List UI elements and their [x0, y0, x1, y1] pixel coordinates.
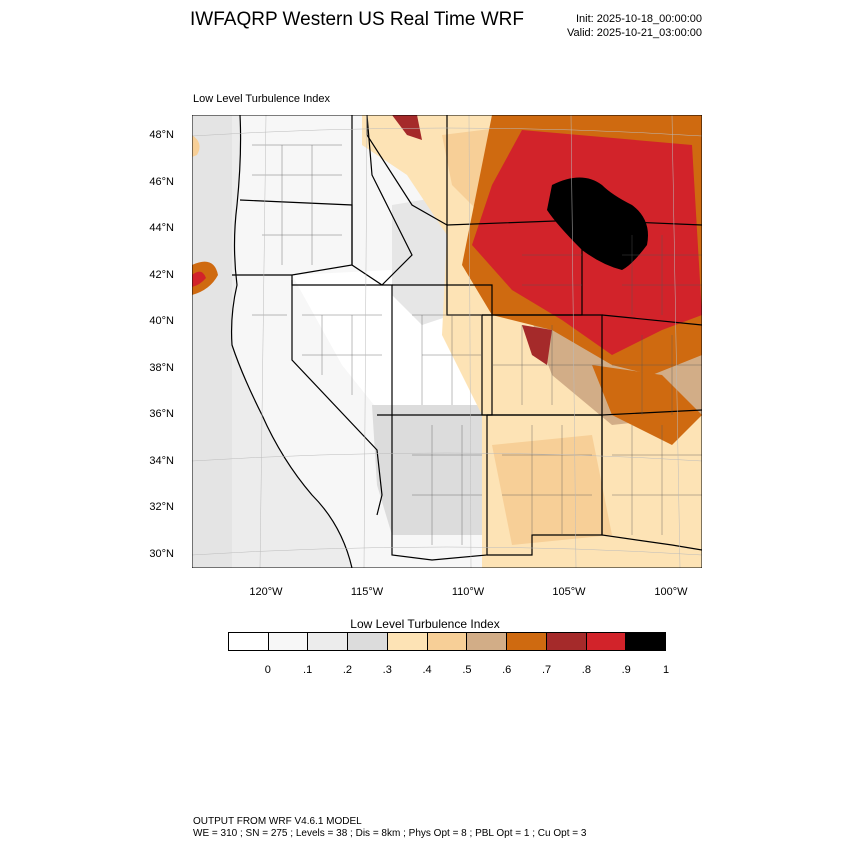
- colorbar-swatch: [586, 633, 627, 650]
- colorbar-tick-label: .2: [342, 664, 353, 676]
- colorbar-swatch: [626, 633, 666, 650]
- lat-label: 36°N: [149, 408, 174, 420]
- colorbar-swatch: [268, 633, 309, 650]
- lat-label: 48°N: [149, 129, 174, 141]
- county-lines: [252, 144, 702, 545]
- colorbar-title: Low Level Turbulence Index: [350, 617, 500, 631]
- init-time: Init: 2025-10-18_00:00:00: [576, 13, 702, 25]
- colorbar-tick-label: 0: [264, 664, 271, 676]
- colorbar-tick-label: .3: [382, 664, 392, 676]
- footer-config: WE = 310 ; SN = 275 ; Levels = 38 ; Dis …: [193, 828, 587, 839]
- colorbar-tick-label: 1: [662, 664, 670, 676]
- ocean-field-west: [192, 115, 232, 568]
- coastal-patch-red: [192, 271, 206, 287]
- colorbar-tick-label: .6: [502, 664, 512, 676]
- turbulence-map: [192, 115, 702, 568]
- lat-label: 38°N: [149, 362, 174, 374]
- graticule: [192, 115, 702, 568]
- lat-label: 34°N: [149, 455, 174, 467]
- lon-label: 105°W: [552, 586, 586, 598]
- lon-label: 110°W: [451, 586, 485, 598]
- colorbar-tick-label: .8: [581, 664, 591, 676]
- newmexico-field: [492, 435, 612, 545]
- colorbar-swatch: [546, 633, 587, 650]
- colorbar-swatch: [427, 633, 468, 650]
- lat-label: 46°N: [149, 176, 174, 188]
- colorbar-swatch: [467, 633, 508, 650]
- mountain-peak-red: [392, 115, 422, 140]
- valid-time: Valid: 2025-10-21_03:00:00: [567, 27, 702, 39]
- lat-label: 44°N: [149, 222, 174, 234]
- colorado-peak-red: [522, 325, 552, 365]
- lat-label: 42°N: [149, 269, 174, 281]
- coastal-patch: [192, 135, 200, 157]
- lat-label: 32°N: [149, 501, 174, 513]
- colorbar-swatch: [387, 633, 428, 650]
- colorbar-swatch: [348, 633, 388, 650]
- lon-label: 100°W: [654, 586, 688, 598]
- lon-label: 120°W: [249, 586, 283, 598]
- state-borders: [230, 115, 702, 568]
- colorbar-tick-label: .4: [422, 664, 432, 676]
- lon-label: 115°W: [350, 586, 384, 598]
- footer-model: OUTPUT FROM WRF V4.6.1 MODEL: [193, 816, 362, 827]
- colorbar-tick-label: .1: [303, 664, 313, 676]
- idaho-field: [392, 195, 452, 325]
- colorbar-tick-label: .9: [621, 664, 631, 676]
- lat-label: 40°N: [149, 315, 174, 327]
- chart-title: IWFAQRP Western US Real Time WRF: [190, 9, 524, 30]
- turbulence-core-black: [547, 177, 648, 270]
- lat-label: 30°N: [149, 548, 174, 560]
- colorbar-swatch: [507, 633, 547, 650]
- colorbar: [228, 632, 666, 651]
- colorbar-tick-label: .5: [462, 664, 472, 676]
- map-field-label: Low Level Turbulence Index: [193, 93, 330, 105]
- colorbar-swatch: [229, 633, 269, 650]
- colorbar-tick-label: .7: [541, 664, 552, 676]
- kansas-orange: [592, 365, 702, 445]
- colorbar-swatch: [308, 633, 349, 650]
